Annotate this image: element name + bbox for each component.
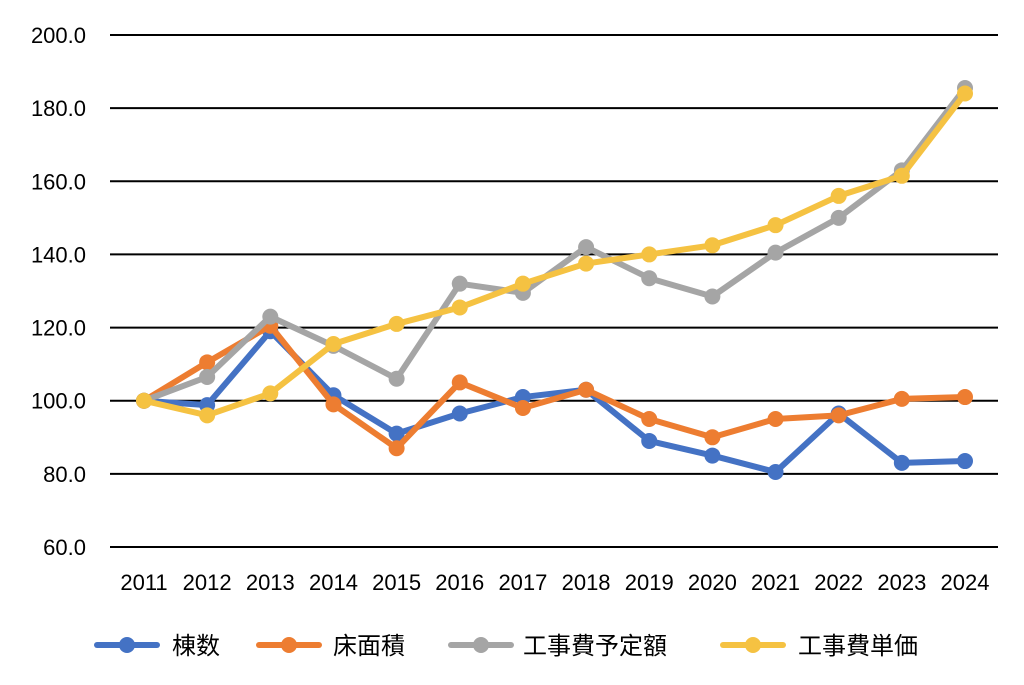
data-point (704, 447, 721, 464)
y-axis-tick-labels: 60.0 80.0 100.0 120.0 140.0 160.0 180.0 200.0 (31, 23, 86, 560)
data-point (325, 396, 342, 413)
data-point (641, 432, 658, 449)
data-point (199, 368, 216, 385)
data-point (199, 407, 216, 424)
data-point (325, 336, 342, 353)
y-tick-label: 100.0 (31, 389, 86, 414)
data-point (388, 440, 405, 457)
legend: 棟数 床面積 工事費予定額 工事費単価 (94, 632, 918, 660)
data-point (451, 299, 468, 316)
data-point (767, 411, 784, 427)
data-point (704, 429, 721, 446)
x-tick-label: 2012 (183, 570, 232, 595)
data-point (451, 374, 468, 391)
data-point (514, 389, 531, 406)
series-2 (136, 317, 973, 457)
data-point (388, 315, 405, 332)
x-tick-label: 2020 (688, 570, 737, 595)
legend-swatch-marker (281, 637, 297, 653)
data-point (830, 407, 847, 424)
data-point (451, 405, 468, 422)
data-point (957, 453, 973, 470)
y-tick-label: 200.0 (31, 23, 86, 48)
data-point (830, 209, 847, 226)
y-tick-label: 120.0 (31, 316, 86, 341)
legend-swatch-marker (119, 637, 135, 653)
data-point (451, 275, 468, 292)
x-tick-label: 2021 (751, 570, 800, 595)
gridlines (110, 34, 998, 548)
data-point (767, 464, 784, 481)
data-point (262, 308, 279, 325)
data-point (641, 411, 658, 427)
series-line (141, 85, 968, 404)
x-tick-label: 2015 (372, 570, 421, 595)
legend-label: 床面積 (333, 632, 405, 660)
data-point (136, 392, 152, 409)
data-point (893, 454, 910, 471)
data-point (704, 237, 721, 254)
series-3 (136, 80, 973, 409)
x-tick-label: 2014 (309, 570, 358, 595)
data-point (578, 381, 595, 398)
data-point (388, 425, 405, 442)
legend-item-1: 棟数 (94, 632, 220, 660)
data-point (767, 244, 784, 261)
x-tick-label: 2011 (120, 570, 167, 595)
series-lines (136, 80, 973, 481)
x-tick-label: 2019 (625, 570, 674, 595)
legend-swatch-marker (473, 637, 489, 653)
x-tick-label: 2024 (941, 570, 990, 595)
legend-item-3: 工事費予定額 (448, 632, 667, 660)
data-point (957, 85, 973, 102)
legend-item-4: 工事費単価 (720, 632, 918, 660)
data-point (957, 389, 973, 406)
legend-swatch-marker (745, 637, 761, 653)
x-tick-label: 2018 (562, 570, 611, 595)
x-tick-label: 2023 (877, 570, 926, 595)
data-point (893, 390, 910, 407)
x-tick-label: 2022 (814, 570, 863, 595)
series-line (141, 322, 968, 452)
data-point (578, 239, 595, 256)
data-point (830, 187, 847, 204)
data-point (199, 354, 216, 371)
data-point (388, 370, 405, 387)
data-point (767, 217, 784, 234)
legend-label: 工事費単価 (798, 632, 918, 660)
data-point (262, 385, 279, 402)
data-point (514, 400, 531, 417)
x-tick-label: 2013 (246, 570, 295, 595)
y-tick-label: 80.0 (43, 462, 86, 487)
legend-label: 棟数 (172, 632, 220, 660)
y-tick-label: 180.0 (31, 96, 86, 121)
x-axis-tick-labels: 2011 2012 2013 2014 2015 2016 2017 2018 2019 2020… (120, 570, 989, 595)
x-tick-label: 2016 (435, 570, 484, 595)
data-point (578, 255, 595, 272)
y-tick-label: 60.0 (43, 535, 86, 560)
x-tick-label: 2017 (498, 570, 547, 595)
data-point (641, 270, 658, 287)
data-point (641, 246, 658, 263)
data-point (893, 167, 910, 184)
series-line (141, 90, 968, 419)
series-4 (136, 85, 973, 424)
data-point (704, 288, 721, 305)
legend-item-2: 床面積 (256, 632, 405, 660)
legend-label: 工事費予定額 (523, 632, 667, 660)
y-tick-label: 160.0 (31, 169, 86, 194)
y-tick-label: 140.0 (31, 242, 86, 267)
data-point (514, 275, 531, 292)
